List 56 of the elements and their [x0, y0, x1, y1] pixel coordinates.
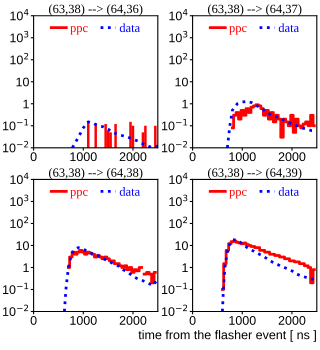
text: ppc [229, 190, 247, 198]
y-tick-label: 10$^{−2}$ [3, 140, 28, 152]
x-axis-title: time from the flasher event [ ns ] [138, 330, 316, 342]
y-tick-label: 10$^{−2}$ [162, 304, 188, 316]
x-tick-label: 2000 [120, 316, 146, 325]
line-series [70, 120, 158, 148]
y-tick-label: 10 [16, 78, 29, 86]
y-tick-label: 10$^{2}$ [169, 52, 188, 64]
y-tick-label: 10$^{3}$ [10, 30, 28, 42]
legend-label: ppc [70, 26, 88, 35]
x-tick-label: 0 [30, 152, 37, 162]
x-tick-label: 0 [30, 316, 37, 325]
y-tick-label: 10$^{3}$ [169, 30, 188, 42]
legend-label: data [120, 187, 140, 196]
legend-label: ppc [70, 190, 88, 198]
x-tick-label: 0 [190, 316, 196, 325]
x-tick-label: 2000 [278, 152, 306, 162]
line-series [221, 238, 317, 312]
y-tick-label: 10$^{4}$ [10, 9, 29, 20]
y-tick-label: 10$^{−2}$ [3, 304, 28, 316]
y-tick-label: 1 [182, 263, 188, 272]
y-tick-label: 10$^{−1}$ [3, 119, 28, 130]
y-tick-label: 1 [182, 100, 188, 108]
y-tick-label: 10$^{2}$ [10, 52, 28, 64]
text: ppc [229, 26, 247, 35]
y-tick-label: 10$^{−1}$ [162, 119, 188, 130]
y-tick-label: 10$^{4}$ [169, 172, 188, 184]
y-tick-label: 10 [175, 241, 188, 250]
legend-label: data [278, 187, 299, 196]
x-tick-label: 1000 [229, 152, 256, 162]
legend-label: data [278, 23, 299, 32]
x-tick-label: 0 [190, 152, 196, 162]
y-tick-label: 10$^{−1}$ [3, 282, 28, 294]
line-series [63, 246, 158, 312]
y-tick-label: 1 [23, 100, 29, 108]
y-tick-label: 10$^{4}$ [169, 9, 188, 20]
y-tick-label: 10$^{−2}$ [162, 140, 188, 152]
x-tick-label: 1000 [70, 152, 97, 162]
y-tick-label: 10 [175, 78, 188, 86]
chart-title: (63,38) --> (64,36) [48, 4, 142, 16]
legend-label: data [120, 23, 140, 32]
chart-title: (63,38) --> (64,39) [208, 168, 302, 180]
y-tick-label: 10$^{4}$ [10, 172, 29, 184]
x-tick-label: 2000 [120, 152, 146, 162]
chart-title: (63,38) --> (64,37) [208, 4, 302, 16]
y-tick-label: 10$^{−1}$ [162, 282, 188, 294]
y-tick-label: 10$^{2}$ [169, 216, 188, 228]
y-tick-label: 10$^{3}$ [10, 194, 28, 206]
y-tick-label: 10 [16, 241, 29, 250]
y-tick-label: 1 [23, 263, 29, 272]
x-tick-label: 1000 [70, 316, 97, 325]
chart-title: (63,38) --> (64,38) [48, 168, 142, 180]
x-tick-label: 1000 [229, 316, 256, 325]
y-tick-label: 10$^{3}$ [169, 194, 188, 206]
y-tick-label: 10$^{2}$ [10, 216, 28, 228]
x-tick-label: 2000 [278, 316, 306, 325]
